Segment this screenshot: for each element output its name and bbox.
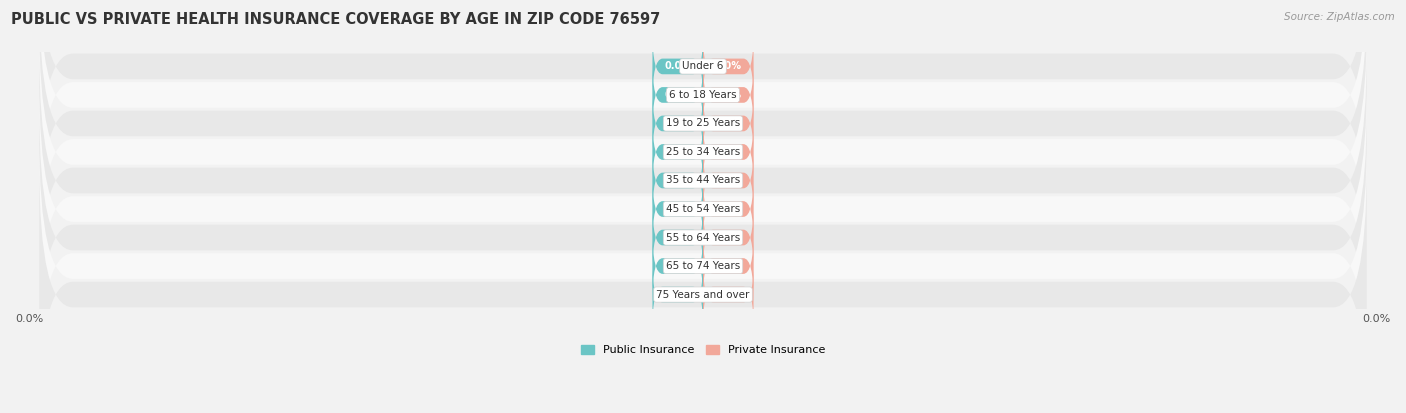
Text: 0.0%: 0.0% xyxy=(664,62,692,71)
Text: 35 to 44 Years: 35 to 44 Years xyxy=(666,176,740,185)
Text: 0.0%: 0.0% xyxy=(664,119,692,128)
FancyBboxPatch shape xyxy=(39,51,1367,310)
FancyBboxPatch shape xyxy=(39,0,1367,196)
FancyBboxPatch shape xyxy=(703,174,754,244)
Text: 0.0%: 0.0% xyxy=(664,90,692,100)
Text: Under 6: Under 6 xyxy=(682,62,724,71)
FancyBboxPatch shape xyxy=(39,108,1367,367)
Text: 0.0%: 0.0% xyxy=(714,176,742,185)
FancyBboxPatch shape xyxy=(39,0,1367,253)
FancyBboxPatch shape xyxy=(652,260,703,330)
Text: 65 to 74 Years: 65 to 74 Years xyxy=(666,261,740,271)
Text: 0.0%: 0.0% xyxy=(714,119,742,128)
FancyBboxPatch shape xyxy=(39,136,1367,396)
Text: 0.0%: 0.0% xyxy=(714,290,742,299)
Text: PUBLIC VS PRIVATE HEALTH INSURANCE COVERAGE BY AGE IN ZIP CODE 76597: PUBLIC VS PRIVATE HEALTH INSURANCE COVER… xyxy=(11,12,661,27)
Text: 0.0%: 0.0% xyxy=(664,147,692,157)
Text: 75 Years and over: 75 Years and over xyxy=(657,290,749,299)
FancyBboxPatch shape xyxy=(652,88,703,159)
Text: 0.0%: 0.0% xyxy=(714,147,742,157)
Legend: Public Insurance, Private Insurance: Public Insurance, Private Insurance xyxy=(576,340,830,360)
FancyBboxPatch shape xyxy=(703,117,754,187)
FancyBboxPatch shape xyxy=(703,31,754,101)
FancyBboxPatch shape xyxy=(652,174,703,244)
Text: 45 to 54 Years: 45 to 54 Years xyxy=(666,204,740,214)
Text: 6 to 18 Years: 6 to 18 Years xyxy=(669,90,737,100)
FancyBboxPatch shape xyxy=(703,145,754,216)
FancyBboxPatch shape xyxy=(39,0,1367,225)
FancyBboxPatch shape xyxy=(652,31,703,101)
Text: 0.0%: 0.0% xyxy=(714,204,742,214)
Text: 55 to 64 Years: 55 to 64 Years xyxy=(666,233,740,242)
Text: Source: ZipAtlas.com: Source: ZipAtlas.com xyxy=(1284,12,1395,22)
FancyBboxPatch shape xyxy=(703,231,754,301)
Text: 25 to 34 Years: 25 to 34 Years xyxy=(666,147,740,157)
Text: 0.0%: 0.0% xyxy=(664,204,692,214)
Text: 19 to 25 Years: 19 to 25 Years xyxy=(666,119,740,128)
Text: 0.0%: 0.0% xyxy=(714,233,742,242)
Text: 0.0%: 0.0% xyxy=(664,233,692,242)
FancyBboxPatch shape xyxy=(39,22,1367,282)
Text: 0.0%: 0.0% xyxy=(664,290,692,299)
Text: 0.0%: 0.0% xyxy=(714,261,742,271)
FancyBboxPatch shape xyxy=(652,117,703,187)
FancyBboxPatch shape xyxy=(652,231,703,301)
FancyBboxPatch shape xyxy=(652,203,703,273)
FancyBboxPatch shape xyxy=(703,203,754,273)
Text: 0.0%: 0.0% xyxy=(664,176,692,185)
Text: 0.0%: 0.0% xyxy=(664,261,692,271)
FancyBboxPatch shape xyxy=(652,60,703,130)
FancyBboxPatch shape xyxy=(703,260,754,330)
FancyBboxPatch shape xyxy=(39,165,1367,413)
FancyBboxPatch shape xyxy=(652,145,703,216)
Text: 0.0%: 0.0% xyxy=(714,62,742,71)
FancyBboxPatch shape xyxy=(39,79,1367,339)
FancyBboxPatch shape xyxy=(703,88,754,159)
FancyBboxPatch shape xyxy=(703,60,754,130)
Text: 0.0%: 0.0% xyxy=(714,90,742,100)
